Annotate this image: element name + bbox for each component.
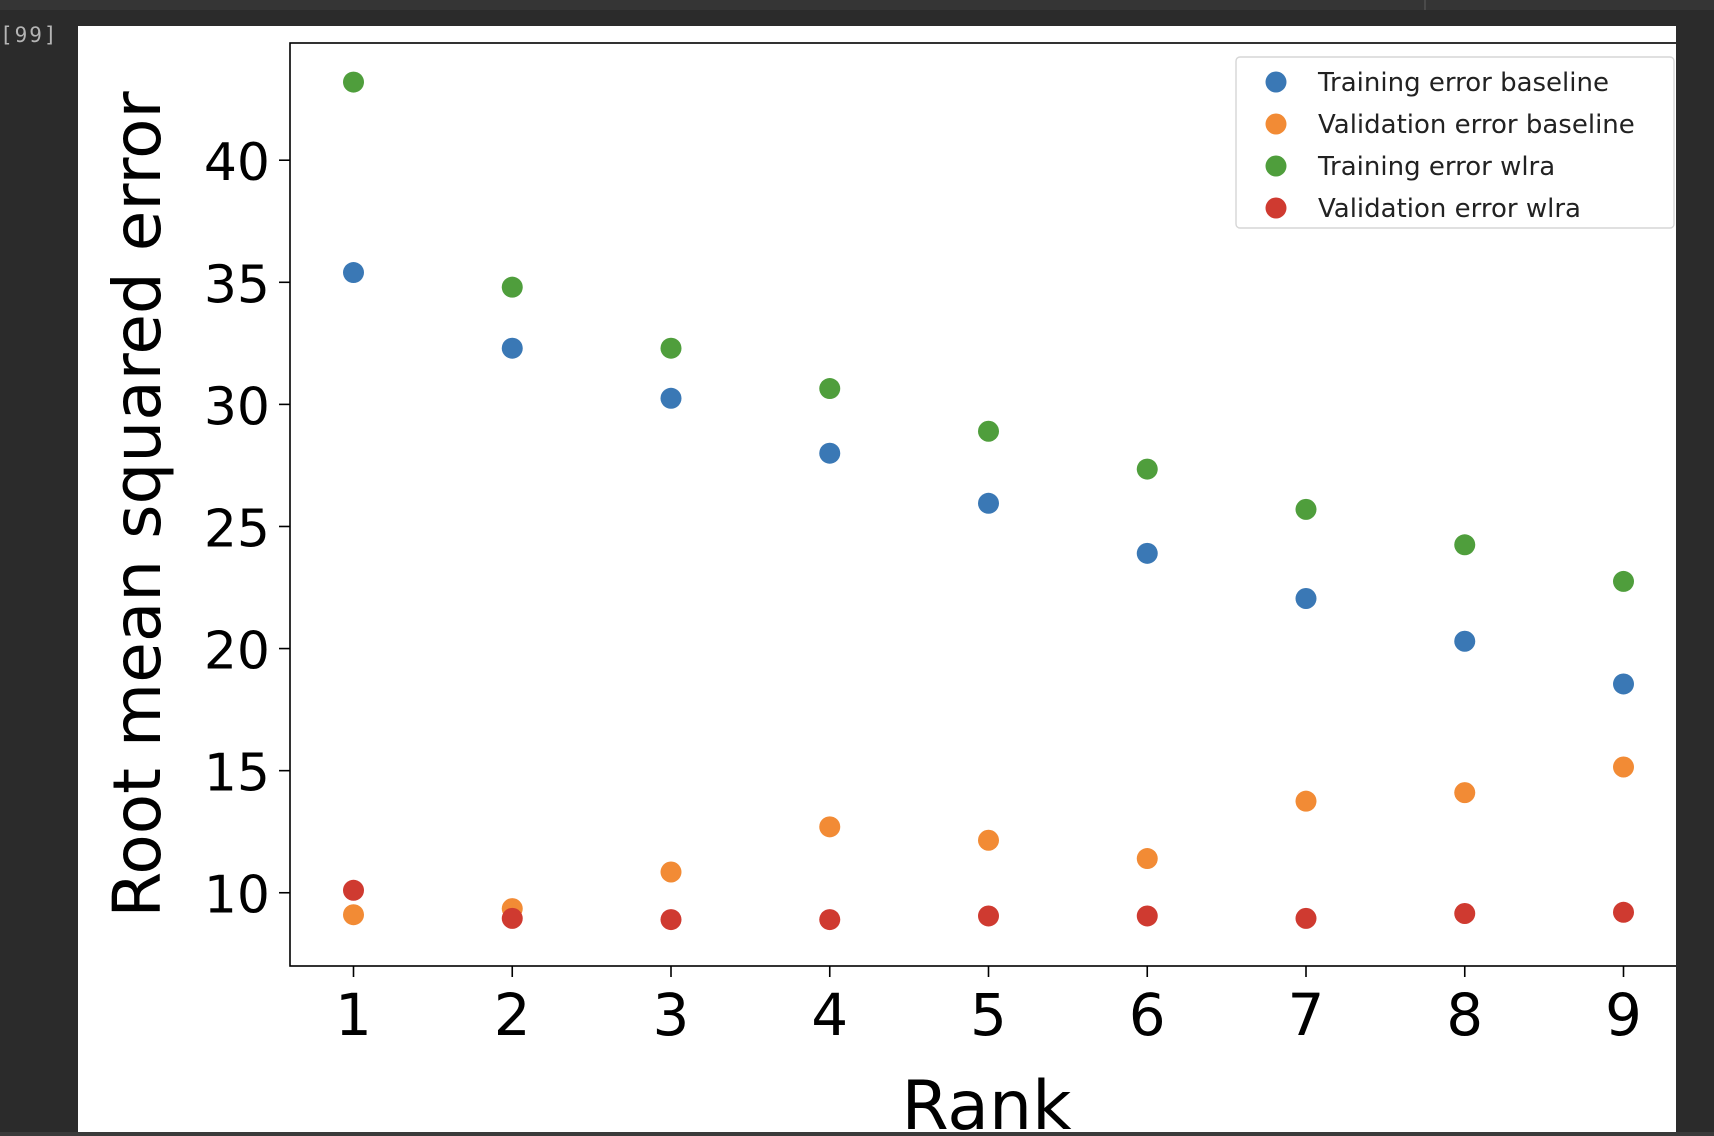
legend-box (1235, 56, 1675, 229)
legend-entry-label: Training error baseline (1317, 68, 1609, 98)
y-tick-label: 10 (204, 866, 270, 926)
x-axis-label: Rank (902, 1067, 1073, 1132)
legend-marker (1265, 155, 1287, 177)
data-point (660, 387, 682, 409)
data-point (1613, 756, 1634, 778)
data-point (343, 71, 364, 93)
data-point (660, 337, 682, 359)
y-tick-label: 15 (204, 744, 270, 804)
series-2 (343, 756, 1634, 926)
data-point (343, 904, 364, 926)
data-point (343, 262, 364, 284)
data-point (819, 909, 841, 931)
data-point (1295, 907, 1317, 929)
y-tick-label: 35 (204, 255, 270, 315)
legend-marker (1265, 71, 1287, 93)
data-point (1613, 673, 1634, 695)
data-point (660, 909, 682, 931)
y-axis-label: Root mean squared error (99, 91, 176, 918)
plot-area: 1 2 3 4 5 6 7 8 9 10 15 20 25 30 35 40 Rank Root mean squ… (99, 42, 1676, 1132)
notebook-bottom-strip (0, 1132, 1714, 1136)
data-point (501, 907, 523, 929)
data-point (1136, 905, 1158, 927)
data-point (978, 905, 999, 927)
x-tick-label: 7 (1288, 981, 1325, 1049)
legend-marker (1265, 197, 1287, 219)
series-4 (343, 879, 1634, 931)
data-point (1454, 630, 1476, 652)
data-point (1136, 848, 1158, 870)
notebook-toolbar-strip (0, 0, 1714, 10)
x-tick-label: 1 (335, 981, 372, 1049)
data-point (1613, 570, 1634, 592)
data-point (819, 816, 841, 838)
data-point (501, 276, 523, 298)
data-point (1295, 588, 1317, 610)
x-tick-label: 6 (1129, 981, 1166, 1049)
data-point (1136, 458, 1158, 480)
legend-entry-label: Validation error baseline (1318, 110, 1635, 140)
y-tick-label: 20 (204, 622, 270, 682)
y-tick-label: 30 (204, 377, 270, 437)
data-point (1295, 498, 1317, 520)
data-point (819, 378, 841, 400)
toolbar-divider (1424, 0, 1426, 10)
data-point (660, 861, 682, 883)
legend-marker (1265, 113, 1287, 135)
y-tick-label: 25 (204, 499, 270, 559)
cell-output-area: 1 2 3 4 5 6 7 8 9 10 15 20 25 30 35 40 Rank Root mean squ… (78, 26, 1676, 1132)
series-1 (343, 262, 1634, 695)
data-point (1295, 790, 1317, 812)
data-point (1454, 782, 1476, 804)
data-point (1136, 542, 1158, 564)
data-point (1454, 534, 1476, 556)
x-tick-label: 2 (494, 981, 531, 1049)
x-tick-label: 5 (970, 981, 1007, 1049)
x-tick-label: 8 (1446, 981, 1483, 1049)
legend-entry-label: Training error wlra (1317, 152, 1555, 182)
y-tick-label: 40 (204, 133, 270, 193)
data-point (819, 442, 841, 464)
data-point (978, 829, 999, 851)
data-point (343, 879, 364, 901)
x-tick-label: 4 (811, 981, 848, 1049)
legend: Training error baseline Validation error … (1235, 56, 1675, 229)
x-tick-label: 3 (653, 981, 690, 1049)
scatter-chart: 1 2 3 4 5 6 7 8 9 10 15 20 25 30 35 40 Rank Root mean squ… (99, 42, 1676, 1132)
cell-execution-count: [99] (0, 23, 59, 47)
series-3 (343, 71, 1634, 592)
data-point (978, 492, 999, 514)
data-point (1454, 903, 1476, 925)
data-point (501, 337, 523, 359)
data-point (978, 420, 999, 442)
data-point (1613, 901, 1634, 923)
legend-entry-label: Validation error wlra (1318, 194, 1581, 224)
x-tick-label: 9 (1605, 981, 1642, 1049)
